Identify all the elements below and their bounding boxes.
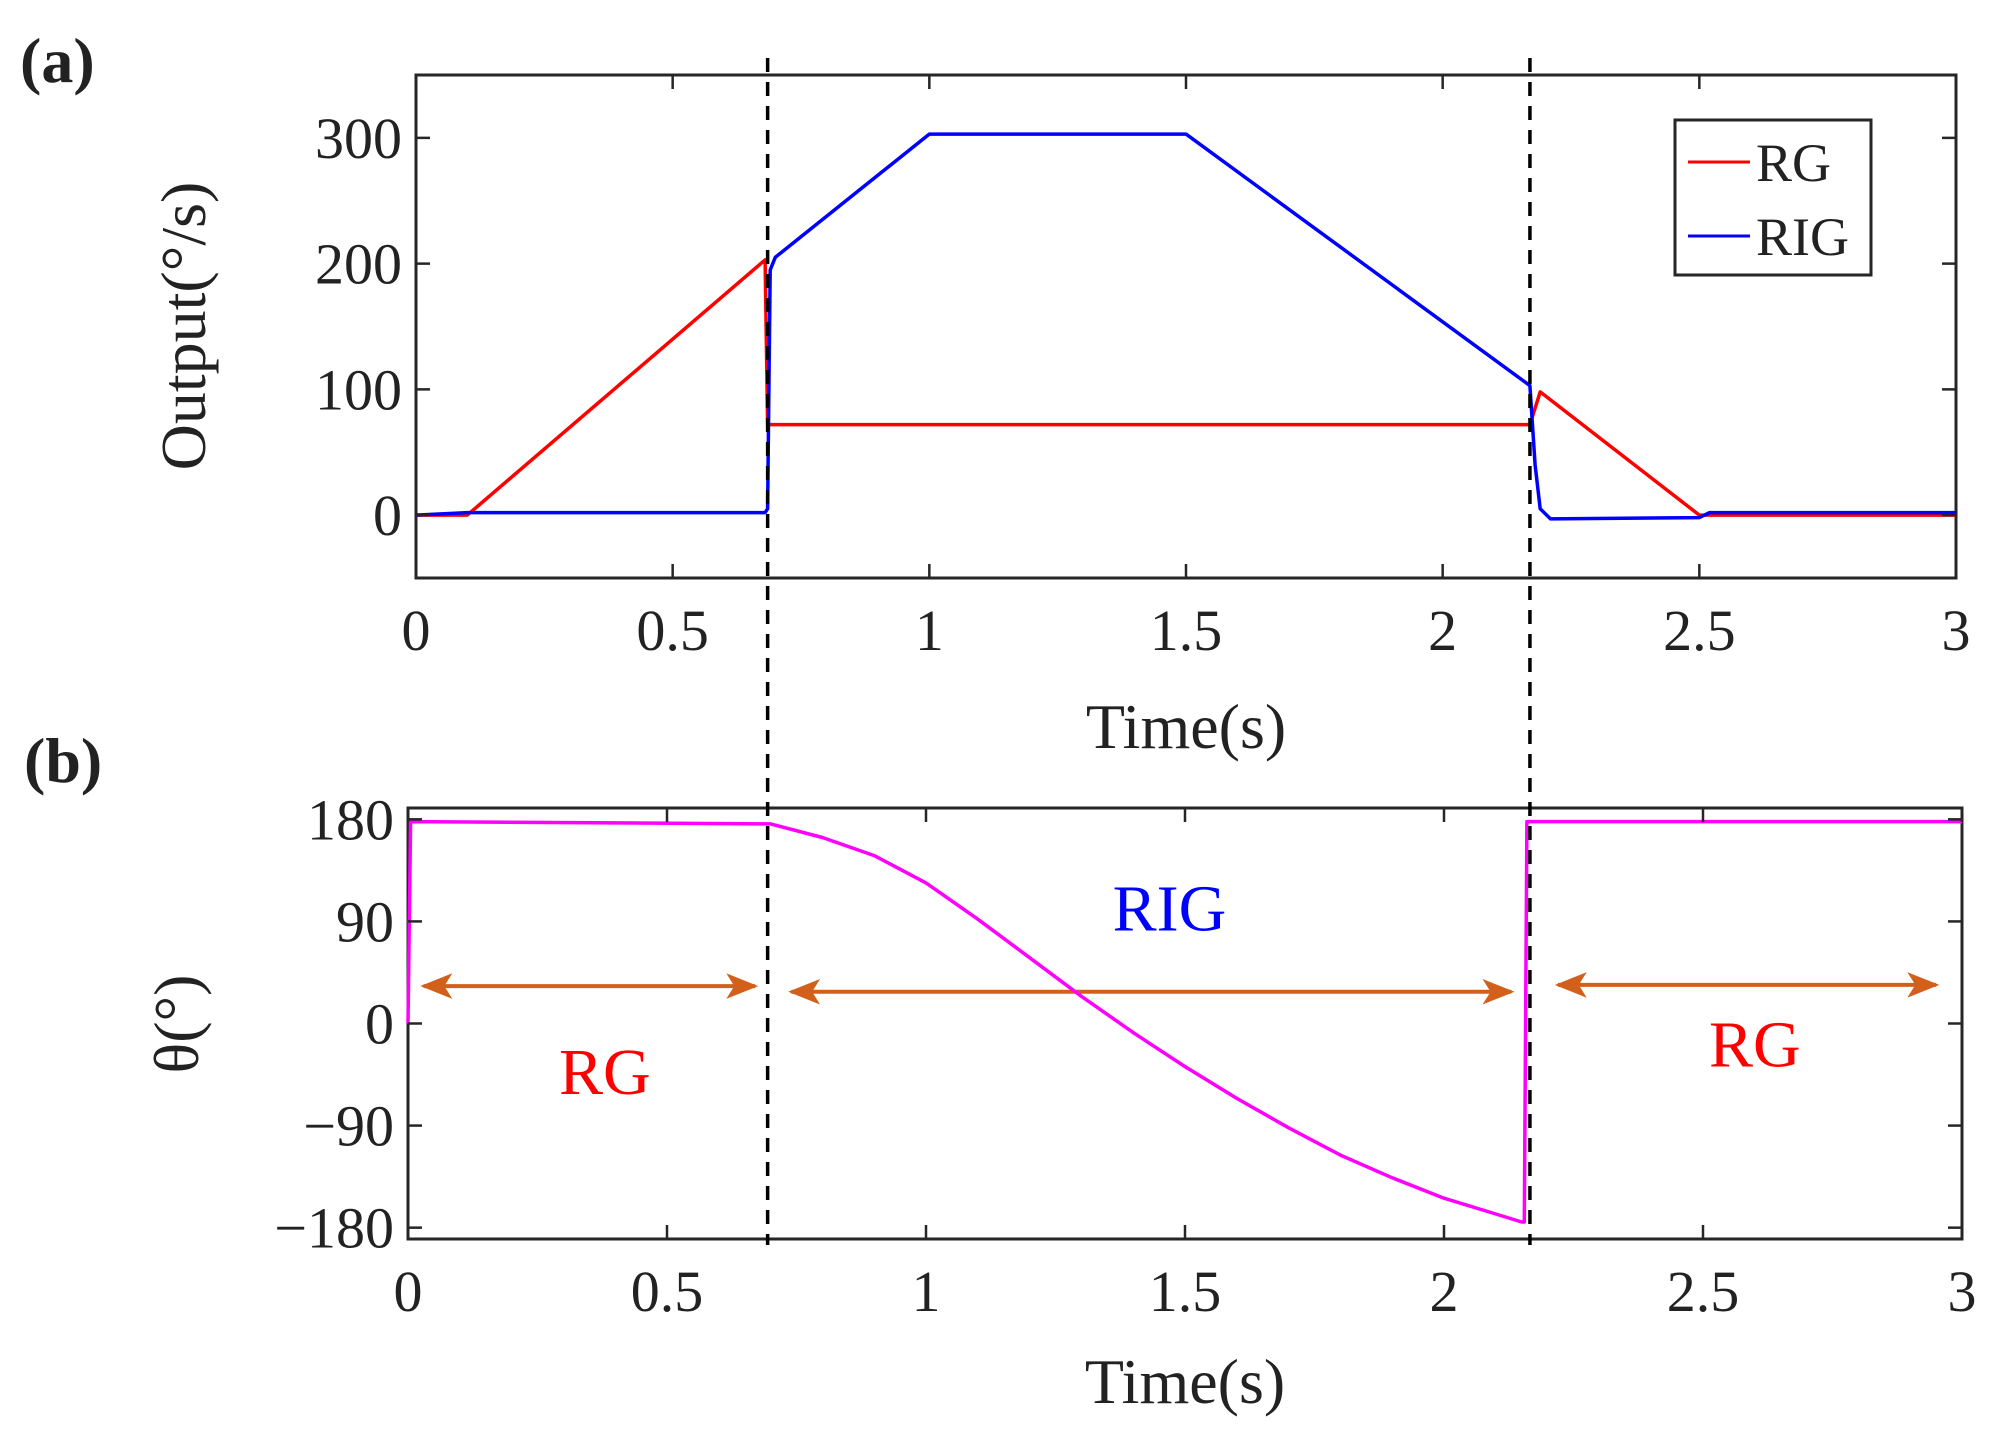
panel-b: (b) RG RIG RG 0 0.5 1 1.5 2 2.5 3 180 90 0 −90 −180 T… bbox=[24, 725, 1977, 1417]
panel-a-xtick-label: 2.5 bbox=[1663, 598, 1736, 663]
series-line-rig bbox=[415, 132, 1956, 521]
panel-b-series bbox=[406, 819, 1962, 1224]
region-label-rig: RIG bbox=[1113, 872, 1227, 945]
panel-b-ticks: 0 0.5 1 1.5 2 2.5 3 180 90 0 −90 −180 bbox=[274, 787, 1976, 1324]
panel-a-ytick-label: 0 bbox=[373, 483, 402, 548]
series-line-rg bbox=[416, 258, 1956, 517]
region-label-rg: RG bbox=[559, 1036, 651, 1109]
panel-b-regions: RG RIG RG bbox=[420, 872, 1940, 1109]
panel-a-xtick-label: 1.5 bbox=[1150, 598, 1223, 663]
panel-a-ylabel: Output(°/s) bbox=[148, 182, 219, 471]
panel-b-ytick-label: 90 bbox=[336, 889, 394, 954]
panel-a-legend: RG RIG bbox=[1673, 118, 1873, 277]
panel-b-xtick-label: 0 bbox=[394, 1259, 423, 1324]
panel-b-xtick-label: 3 bbox=[1948, 1259, 1977, 1324]
panel-b-xtick-label: 1.5 bbox=[1149, 1259, 1222, 1324]
vertical-markers bbox=[765, 58, 1532, 1245]
panel-a-xtick-label: 1 bbox=[915, 598, 944, 663]
series-line- bbox=[406, 819, 1962, 1224]
panel-a-ytick-label: 100 bbox=[315, 357, 402, 422]
panel-a-label: (a) bbox=[20, 25, 95, 96]
panel-a: (a) 0 0.5 1 1.5 2 2.5 3 0 100 200 300 Time(s) Outp… bbox=[20, 25, 1971, 762]
panel-b-ytick-label: 180 bbox=[307, 787, 394, 852]
legend-label-rig: RIG bbox=[1756, 207, 1849, 267]
panel-a-xtick-label: 0.5 bbox=[636, 598, 709, 663]
panel-b-xlabel: Time(s) bbox=[1085, 1346, 1285, 1417]
panel-b-ytick-label: 0 bbox=[365, 992, 394, 1057]
panel-b-ylabel: θ(°) bbox=[141, 975, 212, 1074]
panel-b-label: (b) bbox=[24, 725, 102, 796]
panel-a-xtick-label: 0 bbox=[402, 598, 431, 663]
panel-b-ytick-label: −90 bbox=[303, 1094, 394, 1159]
legend-label-rg: RG bbox=[1756, 133, 1831, 193]
panel-a-xtick-label: 2 bbox=[1428, 598, 1457, 663]
panel-b-xtick-label: 1 bbox=[912, 1259, 941, 1324]
region-label-rg: RG bbox=[1709, 1009, 1801, 1082]
panel-b-ytick-label: −180 bbox=[274, 1196, 394, 1261]
legend-box bbox=[1673, 118, 1873, 277]
panel-a-ytick-label: 200 bbox=[315, 232, 402, 297]
panel-b-xtick-label: 0.5 bbox=[631, 1259, 704, 1324]
panel-a-ytick-label: 300 bbox=[315, 106, 402, 171]
panel-a-series bbox=[415, 132, 1956, 521]
panel-a-ticks: 0 0.5 1 1.5 2 2.5 3 0 100 200 300 bbox=[315, 75, 1971, 663]
panel-b-xtick-label: 2 bbox=[1430, 1259, 1459, 1324]
panel-a-xtick-label: 3 bbox=[1942, 598, 1971, 663]
panel-b-xtick-label: 2.5 bbox=[1667, 1259, 1740, 1324]
panel-a-xlabel: Time(s) bbox=[1086, 691, 1286, 762]
